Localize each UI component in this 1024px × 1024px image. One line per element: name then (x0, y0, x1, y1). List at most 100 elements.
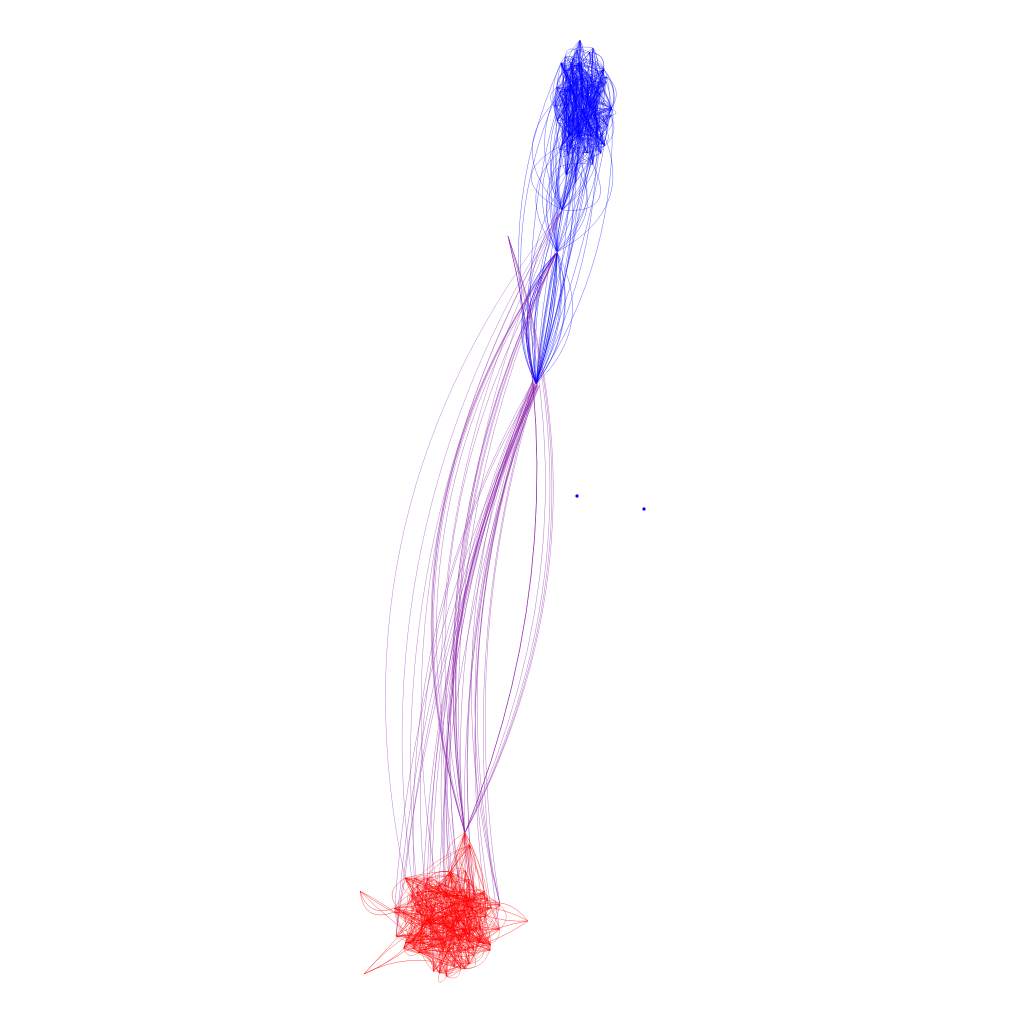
red-outlier-edge (490, 907, 529, 922)
red-edge (439, 832, 466, 974)
red-edge (395, 931, 484, 944)
bridge-edge (395, 381, 539, 937)
blue-fan-edge (534, 135, 592, 385)
bridge-edge (404, 384, 539, 879)
red-edge (439, 960, 470, 974)
red-edge (411, 922, 429, 941)
red-edge (404, 942, 414, 951)
bridge-edge (429, 386, 536, 948)
blue-fan-edge (558, 69, 604, 211)
blue-edge (585, 118, 608, 126)
blue-fan-edge (535, 88, 574, 385)
blue-edge (565, 47, 594, 72)
red-edge (404, 877, 470, 964)
blue-edge (565, 89, 604, 123)
red-outlier-edge (433, 920, 529, 972)
bridge-edge (476, 384, 538, 906)
red-edge (417, 885, 471, 930)
blue-edge (596, 69, 604, 111)
blue-hub-edge (535, 251, 562, 385)
blue-edge (569, 81, 605, 89)
red-outlier-edge (363, 917, 446, 975)
red-edge (428, 923, 455, 967)
red-edge (414, 875, 440, 885)
red-edge (469, 844, 488, 899)
bridge-edge (432, 251, 558, 834)
red-edge (460, 898, 475, 969)
blue-edge (600, 69, 605, 154)
bridge-edge (436, 251, 558, 834)
red-edge (404, 870, 466, 879)
bridge-edge (440, 209, 563, 934)
red-edge (404, 877, 475, 956)
red-edge (433, 898, 488, 972)
blue-edge (557, 87, 570, 121)
red-edge (469, 844, 500, 930)
red-edge (469, 933, 475, 956)
red-edge (412, 940, 424, 953)
blue-fan-edge (553, 94, 579, 211)
blue-fan-edge (560, 62, 580, 211)
red-edge (409, 885, 418, 912)
red-edge (445, 875, 459, 918)
blue-edge (554, 69, 604, 107)
red-edge (413, 903, 425, 951)
blue-edge (560, 62, 598, 140)
red-edge (436, 892, 491, 946)
red-edge (421, 892, 438, 926)
blue-fan-edge (546, 135, 578, 253)
blue-hub-edge (522, 251, 558, 385)
red-edge (413, 877, 428, 904)
red-edge (402, 878, 415, 896)
red-edge (445, 844, 471, 893)
blue-hub-edge (521, 251, 558, 385)
bridge-edge (464, 235, 554, 834)
red-edge (416, 885, 440, 974)
red-edge (469, 942, 485, 965)
bridge-edge (412, 381, 534, 879)
blue-fan-edge (556, 119, 614, 253)
red-edge (438, 972, 447, 983)
blue-edge (575, 77, 583, 110)
red-outlier-edge (359, 890, 432, 948)
red-edge (439, 955, 475, 974)
blue-edge (589, 52, 612, 110)
red-edge (394, 908, 434, 972)
red-edge (395, 877, 406, 937)
blue-edge (561, 93, 600, 146)
blue-fan-edge (535, 107, 612, 385)
red-outlier-edge (447, 920, 529, 953)
red-edge (456, 893, 480, 942)
blue-fan-edge (556, 109, 598, 253)
red-edge (394, 908, 414, 949)
blue-edge (579, 39, 608, 126)
red-edge (414, 878, 482, 940)
red-edge (408, 942, 461, 969)
blue-hub-edge (535, 251, 558, 385)
red-outlier-edge (391, 877, 406, 913)
red-edge (479, 892, 491, 951)
bridge-edge (420, 209, 563, 967)
blue-hub-edge (535, 251, 573, 385)
blue-edge (550, 87, 557, 107)
red-edge (395, 935, 475, 951)
bridge-edge (453, 251, 558, 834)
red-outlier-edges (359, 844, 529, 975)
blue-fan-edge (556, 93, 600, 253)
red-edge (464, 832, 485, 894)
bridge-edge (455, 251, 558, 834)
blue-edge (589, 51, 605, 70)
red-edge (429, 891, 447, 948)
isolated-node (575, 494, 579, 498)
red-edge (439, 909, 465, 974)
blue-edge (556, 120, 594, 165)
red-edge (437, 890, 472, 907)
red-edge (416, 911, 475, 951)
bridge-edge (444, 251, 558, 834)
blue-fan-edge (535, 94, 580, 385)
red-outlier-edge (404, 877, 430, 924)
blue-edge (571, 94, 580, 138)
red-edge (404, 877, 452, 929)
red-edge (416, 892, 481, 929)
